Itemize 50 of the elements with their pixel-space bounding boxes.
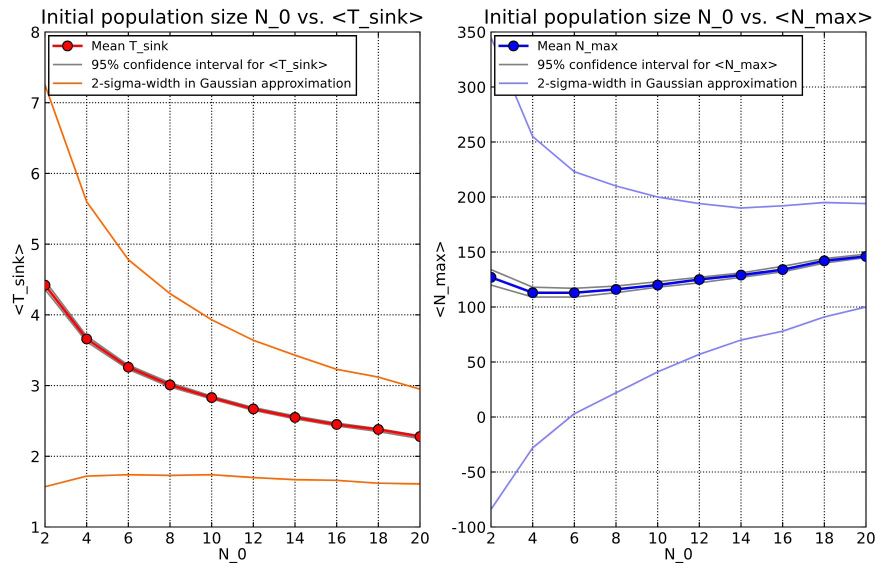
x-axis-title: N_0 (220, 548, 246, 563)
x-tick-label: 10 (204, 532, 220, 544)
y-tick-label: 5 (32, 238, 39, 250)
y-axis-title: <N_max> (434, 242, 449, 317)
x-tick-label: 12 (691, 532, 708, 544)
y-tick-label: -50 (462, 466, 486, 478)
x-tick-label: 20 (857, 532, 875, 544)
x-tick-label: 6 (570, 532, 578, 544)
x-tick-label: 10 (650, 532, 666, 544)
y-tick-label: 8 (31, 26, 40, 38)
y-tick-label: 350 (458, 26, 486, 38)
x-tick-label: 8 (166, 532, 174, 544)
x-tick-label: 18 (370, 532, 388, 544)
legend-label: Mean T_sink (92, 40, 168, 54)
y-tick-label: 2 (32, 450, 39, 462)
x-axis-title: N_0 (666, 548, 692, 563)
x-tick-label: 16 (328, 532, 346, 544)
x-tick-label: 20 (411, 532, 429, 544)
legend-label: 2-sigma-width in Gaussian approximation (538, 78, 796, 90)
y-tick-label: 50 (468, 356, 486, 368)
chart-title: Initial population size N_0 vs. <T_sink> (42, 8, 422, 28)
y-tick-label: 7 (32, 97, 39, 109)
y-tick-label: 6 (31, 168, 40, 180)
y-tick-label: -100 (452, 521, 486, 534)
legend-label: 2-sigma-width in Gaussian approximation (92, 78, 350, 90)
x-tick-label: 14 (732, 532, 750, 544)
x-tick-label: 18 (816, 532, 834, 544)
x-tick-label: 8 (612, 532, 620, 544)
y-tick-label: 250 (458, 136, 486, 148)
legend-label: 95% confidence interval for <T_sink> (92, 59, 327, 72)
y-tick-label: 100 (458, 301, 486, 314)
y-tick-label: 200 (458, 191, 486, 204)
x-tick-label: 16 (774, 532, 792, 544)
x-tick-label: 4 (82, 532, 91, 544)
x-tick-label: 12 (245, 532, 262, 544)
legend-label: 95% confidence interval for <N_max> (538, 59, 777, 72)
x-tick-label: 2 (41, 532, 48, 544)
y-tick-label: 0 (477, 411, 486, 424)
x-tick-label: 14 (286, 532, 304, 544)
x-tick-label: 2 (487, 532, 494, 544)
y-tick-label: 1 (32, 522, 39, 533)
y-tick-label: 300 (458, 81, 486, 94)
x-tick-label: 6 (124, 532, 132, 544)
y-tick-label: 150 (458, 246, 486, 258)
y-tick-label: 4 (31, 310, 40, 321)
legend-label: Mean N_max (538, 41, 618, 54)
chart-title: Initial population size N_0 vs. <N_max> (486, 8, 872, 28)
x-tick-label: 4 (528, 532, 537, 544)
y-axis-title: <T_sink> (12, 244, 28, 315)
y-tick-label: 3 (32, 380, 39, 392)
